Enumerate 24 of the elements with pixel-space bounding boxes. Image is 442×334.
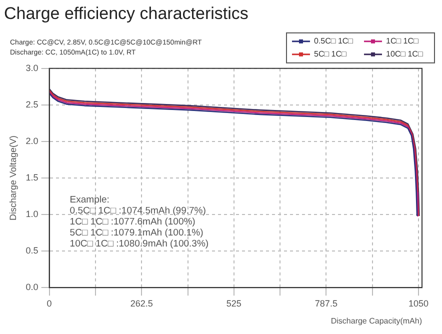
y-tick-label: 3.0 bbox=[26, 62, 38, 73]
chart-title: Charge efficiency characteristics bbox=[4, 4, 248, 23]
x-axis-title: Discharge Capacity(mAh) bbox=[330, 316, 422, 326]
y-tick-label: 0.0 bbox=[26, 282, 38, 292]
annotation: 1C□ 1C□ :1077.6mAh (100%) bbox=[70, 216, 196, 228]
y-tick-label: 1.5 bbox=[26, 172, 38, 182]
y-tick-label: 2.5 bbox=[26, 99, 38, 110]
x-tick-label: 1050 bbox=[408, 298, 428, 308]
annotation: 0.5C□ 1C□ :1074.5mAh (99.7%) bbox=[70, 206, 206, 217]
legend-label: 10C□ 1C□ bbox=[386, 50, 423, 59]
x-tick-label: 262.5 bbox=[130, 298, 153, 308]
x-tick-label: 787.5 bbox=[314, 298, 338, 308]
x-tick-label: 0 bbox=[46, 298, 52, 308]
annotation: 10C□ 1C□ :1080.9mAh (100.3%) bbox=[70, 238, 209, 250]
y-tick-label: 1.0 bbox=[26, 209, 38, 220]
annotation: Example: bbox=[70, 194, 110, 206]
y-tick-label: 2.0 bbox=[26, 136, 38, 146]
legend-label: 1C□ 1C□ bbox=[386, 36, 419, 46]
annotation: 5C□ 1C□ :1079.1mAh (100.1%) bbox=[70, 228, 204, 239]
legend-label: 5C□ 1C□ bbox=[314, 50, 347, 59]
x-tick-label: 525 bbox=[226, 298, 242, 308]
y-tick-label: 0.5 bbox=[26, 246, 38, 256]
y-axis-title: Discharge Voltage(V) bbox=[8, 135, 18, 221]
legend-label: 0.5C□ 1C□ bbox=[314, 36, 354, 46]
